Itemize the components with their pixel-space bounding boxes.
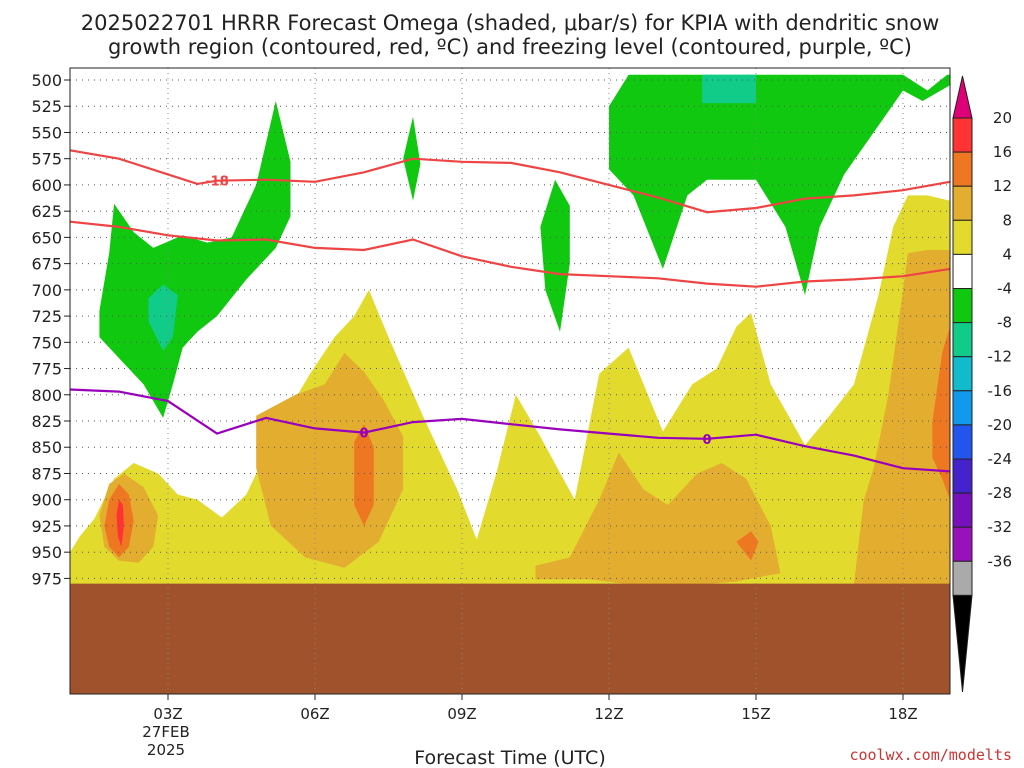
y-tick-label-700: 700 <box>31 281 62 300</box>
y-tick-label-650: 650 <box>31 228 62 247</box>
x-tick-label-03Z: 03Z <box>153 705 182 723</box>
colorbar-tick-13: -36 <box>988 552 1013 570</box>
colorbar-box-7 <box>952 356 973 392</box>
y-tick-label-500: 500 <box>31 71 62 90</box>
y-tick-label-800: 800 <box>31 386 62 405</box>
colorbar-tick-11: -28 <box>988 484 1013 502</box>
colorbar-tick-8: -16 <box>988 382 1013 400</box>
x-tick-label-06Z: 06Z <box>300 705 329 723</box>
credit-link[interactable]: coolwx.com/modelts <box>849 746 1012 764</box>
colorbar-tick-2: 12 <box>993 177 1012 195</box>
x-tick-label-12Z: 12Z <box>594 705 623 723</box>
y-tick-label-575: 575 <box>31 150 62 169</box>
omega-region-8-2 <box>535 452 781 586</box>
omega-region-16-0 <box>116 499 124 547</box>
colorbar-box-6 <box>952 322 973 358</box>
colorbar-box-8 <box>952 390 973 426</box>
colorbar-tick-7: -12 <box>988 348 1013 366</box>
colorbar-box-13 <box>952 560 973 596</box>
contour-line-1 <box>69 220 951 288</box>
y-tick-label-900: 900 <box>31 491 62 510</box>
y-tick-label-950: 950 <box>31 543 62 562</box>
omega-region-12-2 <box>736 531 759 561</box>
colorbar-tick-4: 4 <box>1002 245 1012 263</box>
colorbar-tick-3: 8 <box>1002 211 1012 229</box>
colorbar-tick-0: 20 <box>993 109 1012 127</box>
colorbar-box-12 <box>952 526 973 562</box>
y-tick-label-875: 875 <box>31 464 62 483</box>
plot-frame <box>69 67 951 695</box>
y-tick-label-625: 625 <box>31 202 62 221</box>
x-tick-date-03Z: 27FEB <box>142 723 189 741</box>
omega-region-neg4-2 <box>540 179 570 332</box>
y-tick-label-850: 850 <box>31 438 62 457</box>
omega-region-neg8-0 <box>148 284 178 351</box>
ground-strip <box>70 583 950 694</box>
contour-label-0: -18 <box>205 175 229 190</box>
y-tick-label-525: 525 <box>31 97 62 116</box>
chart-title-line1: 2025022701 HRRR Forecast Omega (shaded, … <box>81 11 940 35</box>
colorbar-box-2 <box>952 185 973 221</box>
temperature-contours: -18 0 0 <box>69 149 951 473</box>
colorbar-tick-5: -4 <box>997 280 1012 298</box>
y-tick-label-600: 600 <box>31 176 62 195</box>
x-tick-label-18Z: 18Z <box>888 705 917 723</box>
colorbar-box-1 <box>952 151 973 187</box>
contour-label-3: 0 <box>702 433 711 448</box>
omega-region-neg8-1 <box>702 74 756 104</box>
colorbar-tick-6: -8 <box>997 314 1012 332</box>
y-tick-label-825: 825 <box>31 412 62 431</box>
contour-line-0 <box>69 149 951 214</box>
colorbar-top-arrow <box>952 75 973 119</box>
y-tick-label-675: 675 <box>31 255 62 274</box>
colorbar-tick-10: -24 <box>988 450 1013 468</box>
y-tick-label-550: 550 <box>31 123 62 142</box>
colorbar-bottom-arrow <box>952 594 973 693</box>
colorbar-box-0 <box>952 117 973 153</box>
y-axis-ticks: 500 525 550 575 600 625 650 675 700 725 750 775 800 8… <box>31 71 70 588</box>
x-tick-label-09Z: 09Z <box>447 705 476 723</box>
omega-region-neg4-3 <box>609 74 950 296</box>
colorbar-box-9 <box>952 424 973 460</box>
colorbar-box-3 <box>952 219 973 255</box>
ground-fill <box>70 583 950 694</box>
colorbar-box-5 <box>952 288 973 324</box>
colorbar-box-11 <box>952 492 973 528</box>
omega-region-8-3 <box>854 250 950 589</box>
colorbar-box-4 <box>952 253 973 289</box>
y-tick-label-775: 775 <box>31 360 62 379</box>
y-tick-label-925: 925 <box>31 517 62 536</box>
omega-shading <box>70 74 950 589</box>
colorbar-tick-9: -20 <box>988 416 1013 434</box>
y-tick-label-975: 975 <box>31 569 62 588</box>
omega-region-12-1 <box>354 424 374 526</box>
y-tick-label-725: 725 <box>31 307 62 326</box>
x-tick-label-15Z: 15Z <box>741 705 770 723</box>
omega-region-12-3 <box>932 326 950 500</box>
colorbar-tick-12: -32 <box>988 518 1013 536</box>
chart-title-line2: growth region (contoured, red, ºC) and f… <box>108 35 912 59</box>
omega-region-neg4-0 <box>99 101 291 418</box>
colorbar-tick-1: 16 <box>993 143 1012 161</box>
colorbar: 20 16 12 8 4 -4 -8 -12 -16 -20 -24 -28 -32 -36 <box>952 75 1013 693</box>
contour-line-2 <box>69 388 951 473</box>
x-tick-year-03Z: 2025 <box>147 741 185 759</box>
contour-label-2: 0 <box>359 427 368 442</box>
y-tick-label-750: 750 <box>31 333 62 352</box>
x-axis-label: Forecast Time (UTC) <box>414 747 605 768</box>
colorbar-box-10 <box>952 458 973 494</box>
